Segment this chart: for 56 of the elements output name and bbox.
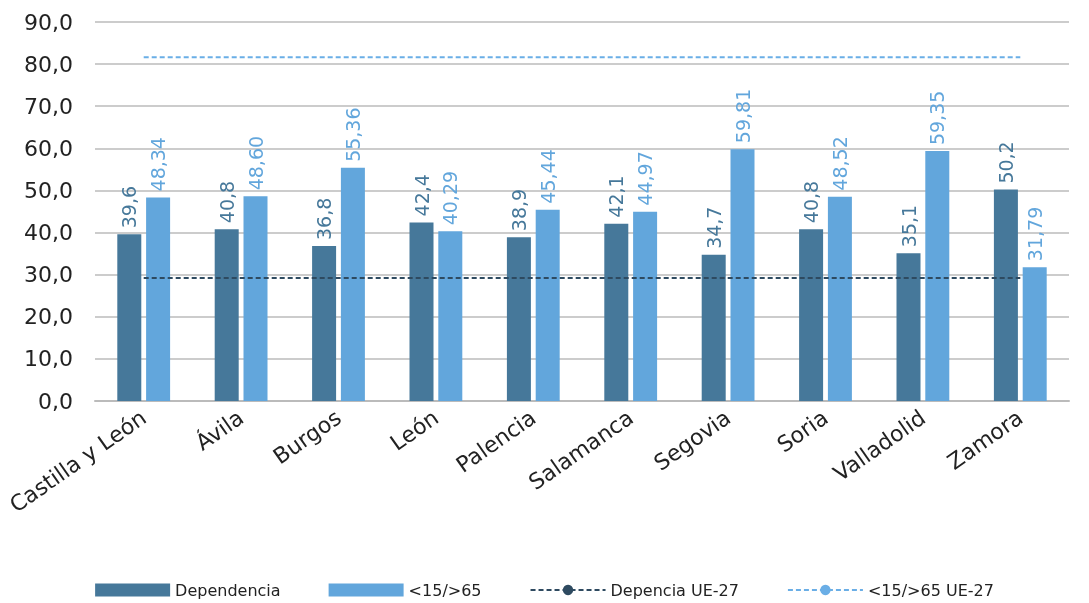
data-label: 55,36 xyxy=(341,107,364,162)
data-label: 42,4 xyxy=(410,174,433,217)
data-label: 40,8 xyxy=(800,180,823,224)
legend-label: <15/>65 UE-27 xyxy=(867,580,994,600)
bar xyxy=(535,209,560,401)
bar xyxy=(312,246,337,401)
bar xyxy=(438,231,463,401)
y-tick-label: 10,0 xyxy=(24,346,73,372)
y-tick-label: 50,0 xyxy=(24,177,73,203)
data-label: 59,35 xyxy=(926,90,949,146)
data-label: 40,29 xyxy=(439,170,462,226)
y-tick-label: 30,0 xyxy=(24,262,73,288)
bar xyxy=(799,229,824,401)
data-label: 59,81 xyxy=(731,88,754,144)
data-label: 38,9 xyxy=(507,188,530,232)
data-label: 40,8 xyxy=(215,180,238,224)
bar xyxy=(730,149,755,401)
bar xyxy=(146,197,171,401)
data-label: 45,44 xyxy=(536,149,559,204)
data-label: 34,7 xyxy=(702,206,725,249)
bar xyxy=(243,196,268,401)
bar xyxy=(214,229,239,401)
bar xyxy=(701,254,726,401)
y-tick-label: 40,0 xyxy=(24,220,73,246)
legend-label: <15/>65 xyxy=(408,580,482,600)
x-tick-label: Ávila xyxy=(190,404,249,456)
bar xyxy=(604,223,629,401)
bar xyxy=(409,222,434,401)
data-label: 50,2 xyxy=(994,141,1017,184)
y-tick-label: 20,0 xyxy=(24,304,73,330)
bar xyxy=(925,151,950,401)
y-tick-label: 90,0 xyxy=(24,9,73,35)
y-tick-label: 0,0 xyxy=(38,388,73,414)
y-tick-label: 80,0 xyxy=(24,51,73,77)
bar xyxy=(993,189,1018,401)
bar xyxy=(896,253,921,401)
data-label: 31,79 xyxy=(1023,206,1046,262)
data-label: 35,1 xyxy=(897,204,920,248)
data-label: 48,34 xyxy=(147,137,170,192)
y-tick-label: 60,0 xyxy=(24,135,73,161)
y-tick-label: 70,0 xyxy=(24,93,73,119)
bar xyxy=(506,237,531,401)
x-tick-label: León xyxy=(385,404,444,456)
data-label: 48,52 xyxy=(828,136,851,191)
legend-label: Depencia UE-27 xyxy=(610,580,739,600)
data-label: 42,1 xyxy=(605,175,628,218)
data-label: 44,97 xyxy=(634,151,657,206)
bar xyxy=(117,234,142,401)
bar xyxy=(633,211,658,401)
legend-label: Dependencia xyxy=(175,580,281,600)
data-label: 39,6 xyxy=(118,185,141,229)
data-label: 48,60 xyxy=(244,135,267,191)
bar xyxy=(1022,267,1047,401)
bar xyxy=(340,167,365,401)
bar xyxy=(827,196,852,401)
data-label: 36,8 xyxy=(313,197,336,241)
